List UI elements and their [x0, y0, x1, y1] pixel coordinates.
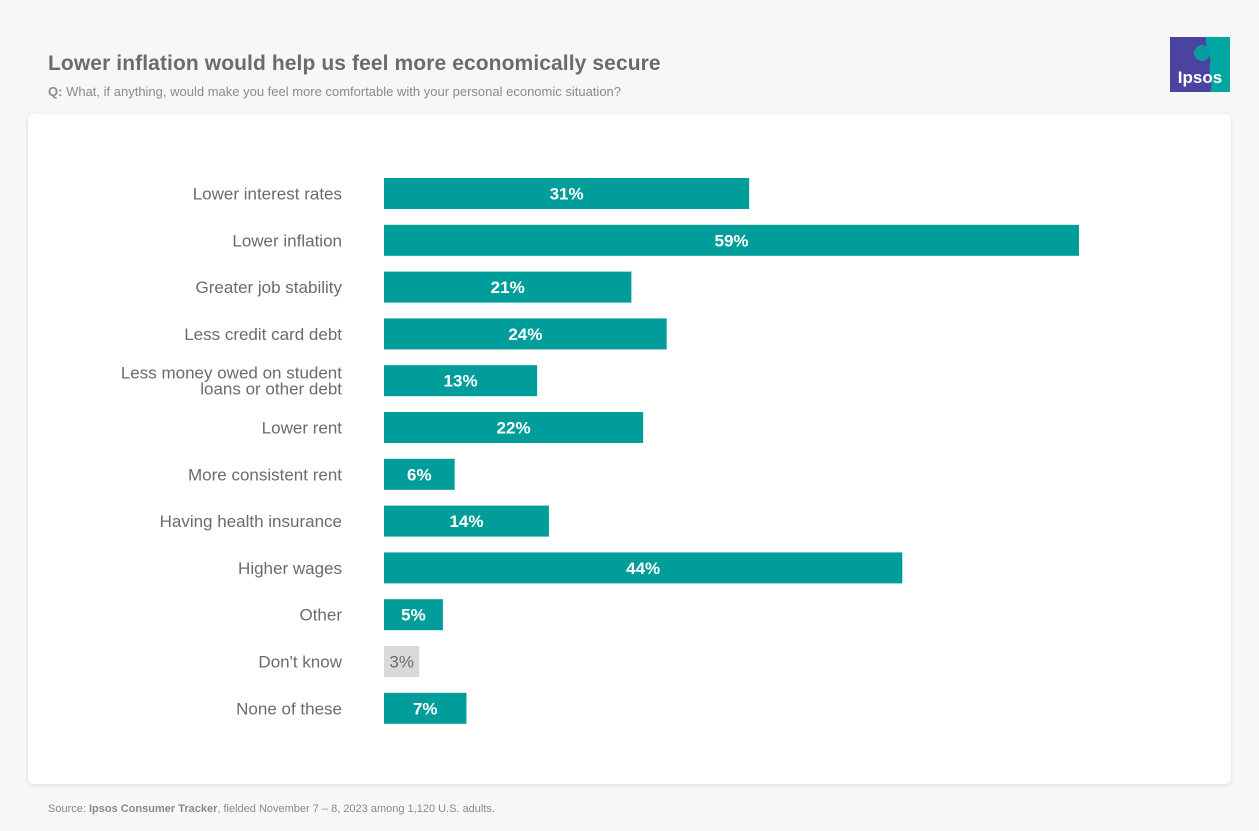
source-prefix: Source: [48, 803, 89, 815]
category-label: Having health insurance [160, 512, 342, 531]
value-label: 13% [444, 372, 478, 391]
category-label: Less credit card debt [184, 325, 342, 344]
bar [384, 552, 903, 584]
category-label: Don't know [258, 653, 342, 672]
logo-text: Ipsos [1178, 68, 1222, 87]
value-label: 6% [407, 465, 432, 484]
category-label: Other [299, 606, 342, 625]
bar [384, 271, 632, 303]
bar [384, 412, 644, 443]
bar [384, 458, 455, 490]
category-label: Lower inflation [232, 231, 342, 250]
bar [384, 224, 1079, 256]
bar-chart: Lower interest rates 31% Lower inflation 59… [121, 178, 1079, 724]
value-label: 5% [401, 606, 426, 625]
value-label: 7% [413, 699, 438, 718]
value-label: 44% [626, 559, 660, 578]
bar [384, 646, 420, 677]
category-label: Lower interest rates [193, 185, 342, 204]
category-label: Lower rent [262, 419, 343, 438]
chart-title: Lower inflation would help us feel more … [48, 52, 661, 75]
category-label: More consistent rent [188, 465, 342, 484]
survey-question: Q: What, if anything, would make you fee… [48, 84, 621, 99]
value-label: 24% [508, 325, 542, 344]
bar [384, 505, 549, 537]
question-prefix: Q: [48, 84, 63, 99]
value-label: 21% [491, 278, 525, 297]
source-details: , fielded November 7 – 8, 2023 among 1,1… [217, 803, 495, 815]
source-name: Ipsos Consumer Tracker [88, 803, 218, 815]
value-label: 3% [389, 653, 414, 672]
value-label: 31% [550, 185, 584, 204]
value-label: 22% [497, 419, 531, 438]
category-label: Greater job stability [196, 278, 343, 297]
source-note: Source: Ipsos Consumer Tracker, fielded … [48, 803, 495, 815]
category-label: Higher wages [238, 559, 342, 578]
bar [384, 692, 467, 724]
bar [384, 599, 443, 631]
bar [384, 318, 667, 350]
bar [384, 178, 750, 209]
question-text: What, if anything, would make you feel m… [62, 84, 622, 99]
ipsos-logo-icon: Ipsos [1170, 37, 1230, 92]
bar [384, 365, 538, 397]
category-label: None of these [236, 699, 342, 718]
value-label: 59% [714, 231, 748, 250]
category-label: Less money owed on student loans or other… [121, 364, 342, 399]
value-label: 14% [449, 512, 483, 531]
